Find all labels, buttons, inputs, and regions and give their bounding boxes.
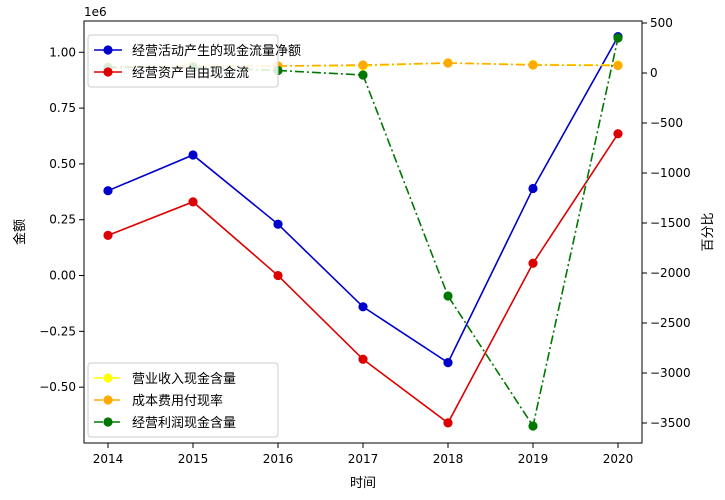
data-point <box>103 230 113 240</box>
y-left-tick-label: 0.00 <box>49 269 76 283</box>
legend-marker <box>103 67 113 77</box>
y-right-tick-label: −3000 <box>650 366 691 380</box>
y-left-tick-label: 1.00 <box>49 45 76 59</box>
x-axis-label: 时间 <box>350 476 376 491</box>
legend-marker <box>103 373 113 383</box>
legend-label: 经营利润现金含量 <box>132 415 236 431</box>
x-tick-label: 2018 <box>433 452 464 466</box>
data-point <box>358 302 368 312</box>
y-left-tick-label: −0.25 <box>39 324 76 338</box>
y-left-tick-label: 0.25 <box>49 213 76 227</box>
data-point <box>613 129 623 139</box>
x-tick-label: 2020 <box>603 452 634 466</box>
data-point <box>613 60 623 71</box>
data-point <box>528 421 538 431</box>
data-point <box>273 270 283 281</box>
series-left-1 <box>103 129 623 428</box>
offset-text: 1e6 <box>84 5 107 19</box>
data-point <box>443 358 453 368</box>
data-point <box>528 183 538 194</box>
data-point <box>613 33 623 43</box>
y-left-tick-label: 0.50 <box>49 157 76 171</box>
data-point <box>273 219 283 229</box>
x-tick-label: 2015 <box>178 452 209 466</box>
legend-marker <box>103 395 113 405</box>
y-left-tick-label: −0.50 <box>39 380 76 394</box>
y-right-tick-label: 0 <box>650 66 658 80</box>
legend-box <box>87 362 279 438</box>
data-point <box>188 150 198 160</box>
data-point <box>103 186 113 196</box>
data-point <box>528 258 538 268</box>
legend-box <box>87 34 279 88</box>
y-right-tick-label: −2000 <box>650 266 691 280</box>
x-tick-label: 2014 <box>93 452 124 466</box>
x-tick-label: 2016 <box>263 452 294 466</box>
legend-label: 经营活动产生的现金流量净额 <box>132 43 301 59</box>
y-right-tick-label: −1500 <box>650 216 691 230</box>
y-right-tick-label: 500 <box>650 16 673 30</box>
x-tick-label: 2019 <box>518 452 549 466</box>
legend-label: 成本费用付现率 <box>132 393 223 409</box>
data-point <box>188 197 198 207</box>
legend-label: 经营资产自由现金流 <box>132 65 249 81</box>
legend-marker <box>103 45 113 55</box>
data-point <box>358 60 368 70</box>
y-axis-label-right: 百分比 <box>701 212 716 251</box>
data-point <box>528 60 538 70</box>
data-point <box>443 58 453 68</box>
axis-ticks: 2014 2015 2016 2017 2018 2019 2020 1.00 0.75 0.50… <box>39 16 690 466</box>
data-point <box>358 70 368 80</box>
y-right-tick-label: −2500 <box>650 316 691 330</box>
data-point <box>358 354 368 364</box>
y-right-tick-label: −500 <box>650 116 683 130</box>
y-right-tick-label: −1000 <box>650 166 691 180</box>
y-left-tick-label: 0.75 <box>49 101 76 115</box>
y-axis-label-left: 金额 <box>12 219 28 245</box>
data-point <box>443 291 453 301</box>
data-point <box>443 418 453 428</box>
x-tick-label: 2017 <box>348 452 379 466</box>
y-right-tick-label: −3500 <box>650 416 691 430</box>
legend-marker <box>103 417 113 427</box>
legend-label: 营业收入现金含量 <box>132 371 236 387</box>
